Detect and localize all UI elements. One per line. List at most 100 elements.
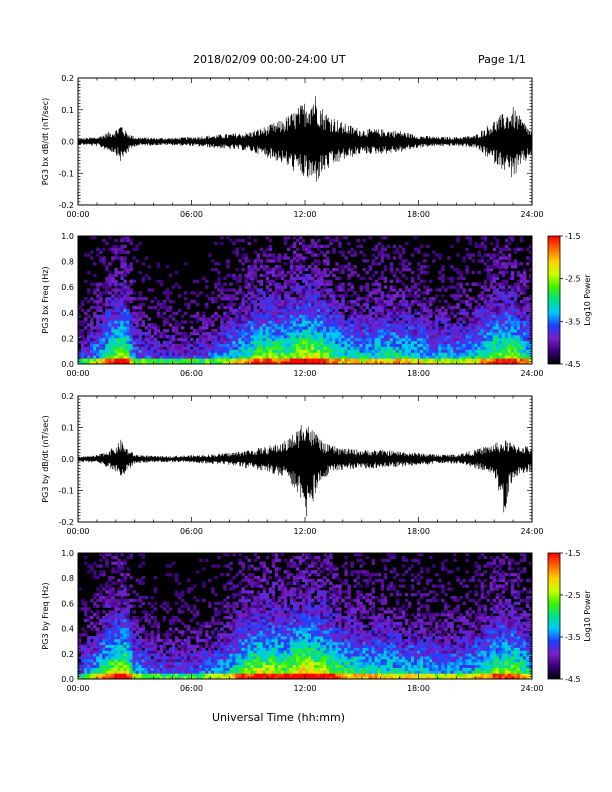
spectrogram-cell xyxy=(202,346,206,350)
spectrogram-cell xyxy=(105,638,109,643)
spectrogram-cell xyxy=(380,349,385,353)
spectrogram-cell xyxy=(456,361,460,365)
spectrogram-cell xyxy=(132,332,136,336)
spectrogram-cell xyxy=(456,320,460,324)
spectrogram-cell xyxy=(492,352,497,356)
spectrogram-cell xyxy=(462,308,466,313)
spectrogram-cell xyxy=(356,311,360,315)
spectrogram-cell xyxy=(474,282,478,286)
spectrogram-cell xyxy=(507,323,512,327)
spectrogram-cell xyxy=(174,337,179,342)
spectrogram-cell xyxy=(211,259,215,263)
spectrogram-cell xyxy=(513,317,518,321)
x-tick-label: 24:00 xyxy=(520,210,543,219)
spectrogram-cell xyxy=(317,323,321,327)
spectrogram-cell xyxy=(289,326,294,330)
spectrogram-cell xyxy=(81,661,85,666)
spectrogram-cell xyxy=(350,314,354,318)
spectrogram-cell xyxy=(383,340,388,345)
spectrogram-cell xyxy=(447,326,451,330)
spectrogram-cell xyxy=(392,288,397,292)
spectrogram-cell xyxy=(165,349,170,353)
spectrogram-cell xyxy=(404,323,409,327)
spectrogram-cell xyxy=(102,259,106,263)
spectrogram-cell xyxy=(356,323,360,327)
spectrogram-cell xyxy=(253,273,257,278)
spectrogram-cell xyxy=(504,349,509,353)
spectrogram-cell xyxy=(338,361,342,365)
spectrogram-cell xyxy=(380,273,385,278)
spectrogram-cell xyxy=(338,285,342,289)
spectrogram-cell xyxy=(453,326,457,330)
spectrogram-cell xyxy=(507,311,512,315)
spectrogram-cell xyxy=(211,320,215,324)
spectrogram-cell xyxy=(129,314,133,318)
spectrogram-cell xyxy=(450,244,454,249)
spectrogram-cell xyxy=(132,337,136,342)
spectrogram-cell xyxy=(341,349,345,353)
spectrogram-cell xyxy=(150,358,155,362)
spectrogram-cell xyxy=(108,604,112,608)
spectrogram-cell xyxy=(435,294,439,298)
spectrogram-cell xyxy=(480,236,484,240)
spectrogram-cell xyxy=(90,564,94,568)
spectrogram-cell xyxy=(186,346,191,350)
spectrogram-cell xyxy=(105,285,109,289)
spectrogram-cell xyxy=(117,670,121,674)
spectrogram-cell xyxy=(510,320,515,324)
spectrogram-cell xyxy=(105,305,109,310)
spectrogram-cell xyxy=(99,553,103,557)
spectrogram-cell xyxy=(471,320,475,324)
spectrogram-cell xyxy=(516,247,521,251)
spectrogram-cell xyxy=(525,314,530,318)
spectrogram-cell xyxy=(99,294,103,298)
spectrogram-cell xyxy=(250,314,254,318)
spectrogram-cell xyxy=(244,305,248,310)
spectrogram-cell xyxy=(465,323,469,327)
spectrogram-cell xyxy=(462,288,466,292)
spectrogram-cell xyxy=(495,337,500,342)
spectrogram-cell xyxy=(311,302,315,307)
spectrogram-cell xyxy=(105,346,109,350)
spectrogram-cell xyxy=(410,300,415,304)
spectrogram-cell xyxy=(483,361,487,365)
spectrogram-cell xyxy=(244,300,248,304)
spectrogram-cell xyxy=(238,334,242,339)
spectrogram-cell xyxy=(265,265,270,269)
spectrogram-cell xyxy=(416,268,421,272)
spectrogram-cell xyxy=(114,332,118,336)
spectrogram-cell xyxy=(96,656,100,660)
spectrogram-cell xyxy=(102,573,106,577)
spectrogram-cell xyxy=(474,323,478,327)
spectrogram-cell xyxy=(120,291,124,295)
spectrogram-cell xyxy=(489,308,494,313)
spectrogram-cell xyxy=(519,317,524,321)
spectrogram-cell xyxy=(147,358,152,362)
spectrogram-cell xyxy=(423,326,427,330)
spectrogram-cell xyxy=(401,323,406,327)
spectrogram-cell xyxy=(483,326,487,330)
spectrogram-cell xyxy=(84,355,88,359)
spectrogram-cell xyxy=(105,352,109,356)
spectrogram-cell xyxy=(380,294,385,298)
spectrogram-cell xyxy=(320,323,324,327)
spectrogram-cell xyxy=(495,343,500,347)
spectrogram-cell xyxy=(344,361,348,365)
spectrogram-cell xyxy=(501,340,506,345)
spectrogram-cell xyxy=(498,311,503,315)
spectrogram-cell xyxy=(123,305,127,310)
spectrogram-cell xyxy=(374,305,379,310)
spectrogram-cell xyxy=(108,352,112,356)
spectrogram-cell xyxy=(444,317,448,321)
spectrogram-cell xyxy=(247,302,251,307)
spectrogram-cell xyxy=(193,340,197,345)
spectrogram-cell xyxy=(507,300,512,304)
spectrogram-cell xyxy=(129,334,133,339)
spectrogram-cell xyxy=(329,317,333,321)
spectrogram-cell xyxy=(389,279,394,283)
spectrogram-cell xyxy=(177,294,182,298)
spectrogram-cell xyxy=(289,279,294,283)
spectrogram-cell xyxy=(81,633,85,637)
spectrogram-cell xyxy=(395,358,400,362)
spectrogram-cell xyxy=(99,630,103,634)
